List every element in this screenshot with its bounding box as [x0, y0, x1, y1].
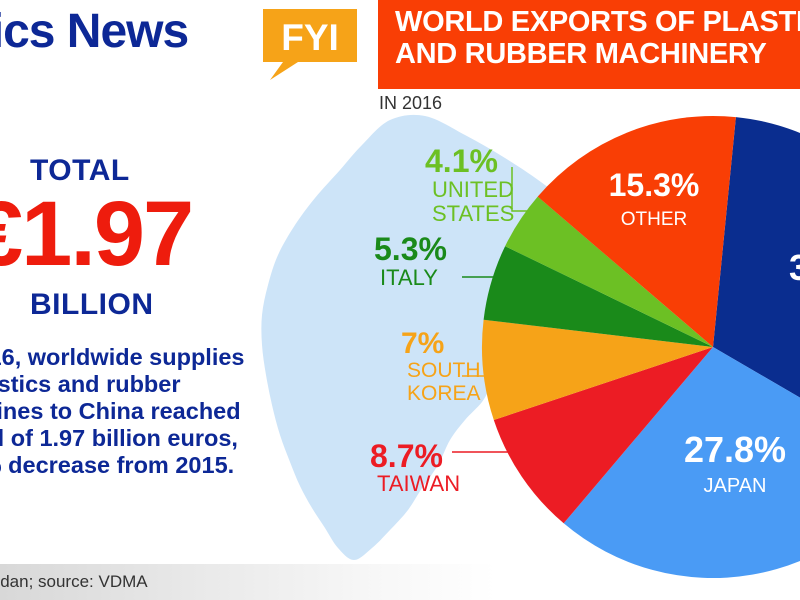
svg-text:UNITED: UNITED: [432, 177, 514, 202]
svg-text:KOREA: KOREA: [407, 382, 481, 405]
svg-text:27.8%: 27.8%: [684, 429, 786, 470]
svg-text:31.8%: 31.8%: [789, 247, 800, 288]
svg-text:JAPAN: JAPAN: [704, 475, 767, 497]
svg-text:OTHER: OTHER: [621, 209, 688, 230]
svg-text:15.3%: 15.3%: [609, 167, 700, 203]
svg-text:TAIWAN: TAIWAN: [377, 471, 460, 496]
svg-text:SOUTH: SOUTH: [407, 359, 481, 382]
svg-text:8.7%: 8.7%: [370, 438, 443, 474]
svg-text:4.1%: 4.1%: [425, 143, 498, 179]
svg-text:STATES: STATES: [432, 201, 514, 226]
svg-text:5.3%: 5.3%: [374, 231, 447, 267]
svg-text:ITALY: ITALY: [380, 265, 438, 290]
svg-text:7%: 7%: [401, 327, 444, 360]
